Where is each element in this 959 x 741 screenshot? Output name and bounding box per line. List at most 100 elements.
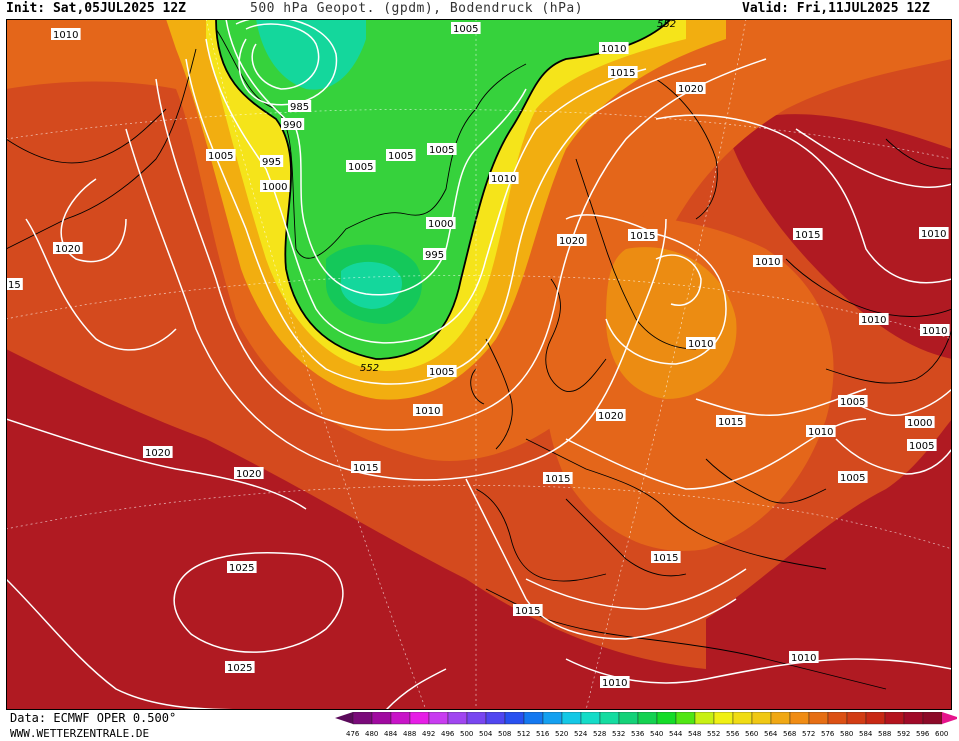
color-scale-box <box>618 712 639 725</box>
isobar-label-text: 1005 <box>453 24 478 35</box>
isobar-label-text: 1010 <box>808 427 833 438</box>
color-scale-tick: 504 <box>479 730 493 738</box>
isobar-label: 1010 <box>51 28 81 41</box>
isobar-label-text: 1000 <box>262 182 287 193</box>
isobar-label-text: 1020 <box>559 236 584 247</box>
isobar-label-text: 1020 <box>55 244 80 255</box>
isobar-label: 1010 <box>686 337 716 350</box>
isobar-label-text: 1015 <box>653 553 678 564</box>
color-scale-tick: 572 <box>802 730 815 738</box>
isobar-label-text: 1015 <box>545 474 570 485</box>
color-scale-tick: 592 <box>897 730 910 738</box>
isobar-label: 1005 <box>838 471 868 484</box>
isobar-label-text: 1005 <box>429 367 454 378</box>
color-scale-min-arrow <box>335 712 353 724</box>
color-scale-box <box>447 712 468 725</box>
color-scale-box <box>922 712 943 725</box>
color-scale-tick: 528 <box>593 730 606 738</box>
isobar-label: 985 <box>288 100 312 113</box>
isobar-label: 1025 <box>225 661 255 674</box>
isobar-label: 1000 <box>905 416 935 429</box>
isobar-label: 1000 <box>260 180 290 193</box>
color-scale-tick: 576 <box>821 730 835 738</box>
color-scale-tick: 540 <box>650 730 663 738</box>
isobar-label-text: 1020 <box>678 84 703 95</box>
field-deep-red-ne <box>726 114 952 359</box>
color-scale-box <box>561 712 582 725</box>
isobar-label-text: 1015 <box>515 606 540 617</box>
color-scale-tick: 488 <box>403 730 416 738</box>
isobar-label-text: 1025 <box>229 563 254 574</box>
field-teal-north <box>256 19 366 90</box>
isobar-label-text: 1005 <box>840 473 865 484</box>
isobar-label: 1020 <box>676 82 706 95</box>
isobar-label: 1020 <box>53 242 83 255</box>
isobar-label: 1010 <box>489 172 519 185</box>
weather-map: 1010 1005 985 990 995 1005 1005 1005 1005 1000 100… <box>6 19 952 710</box>
isobar-label: 1010 <box>599 42 629 55</box>
isobar-label-text: 995 <box>262 157 281 168</box>
isobar-label: 1015 <box>651 551 681 564</box>
isobar-label: 15 <box>6 278 23 291</box>
isobar-label-text: 1010 <box>602 678 627 689</box>
color-scale-tick: 560 <box>745 730 758 738</box>
isobar-label: 1020 <box>596 409 626 422</box>
color-scale-box <box>504 712 525 725</box>
color-scale-box <box>846 712 867 725</box>
isobar-label-text: 1015 <box>795 230 820 241</box>
color-scale-tick: 500 <box>460 730 473 738</box>
contour-552 <box>215 19 672 360</box>
isobar-label: 1010 <box>753 255 783 268</box>
isobar-label: 1015 <box>793 228 823 241</box>
color-scale-box <box>523 712 544 725</box>
data-source: Data: ECMWF OPER 0.500° <box>10 711 177 725</box>
color-scale-tick: 496 <box>441 730 455 738</box>
color-scale-tick: 556 <box>726 730 740 738</box>
color-scale-box <box>789 712 810 725</box>
isobar-label: 1010 <box>859 313 889 326</box>
isobar-label-text: 1010 <box>688 339 713 350</box>
color-scale-tick: 544 <box>669 730 683 738</box>
color-scale-box <box>485 712 506 725</box>
isobar-label-text: 1010 <box>601 44 626 55</box>
color-scale-box <box>903 712 924 725</box>
color-scale-box <box>637 712 658 725</box>
site-url: WWW.WETTERZENTRALE.DE <box>10 727 150 740</box>
color-scale-box <box>675 712 696 725</box>
color-scale-box <box>732 712 753 725</box>
color-scale-tick: 552 <box>707 730 720 738</box>
isobar-label-text: 1005 <box>348 162 373 173</box>
isobar-label: 1005 <box>838 395 868 408</box>
isobar-label: 1015 <box>608 66 638 79</box>
color-scale-box <box>580 712 601 725</box>
color-scale-boxes <box>335 712 957 725</box>
isobar-label: 1010 <box>919 227 949 240</box>
color-scale-box <box>884 712 905 725</box>
color-scale-box <box>409 712 430 725</box>
isobar-label: 1020 <box>557 234 587 247</box>
graticule <box>6 19 952 710</box>
isobar-label-text: 1005 <box>909 441 934 452</box>
color-scale: 476 480 484 488 492 496 500 504 508 512 516 520 524 5… <box>335 712 957 738</box>
color-scale-tick: 512 <box>517 730 530 738</box>
color-scale-box <box>694 712 715 725</box>
isobar-label-text: 1015 <box>610 68 635 79</box>
isobar-label: 1005 <box>907 439 937 452</box>
color-scale-box <box>865 712 886 725</box>
isobar-label-text: 1015 <box>718 417 743 428</box>
color-scale-tick: 480 <box>365 730 378 738</box>
map-title: 500 hPa Geopot. (gpdm), Bodendruck (hPa) <box>250 1 584 16</box>
isobar-label: 1015 <box>543 472 573 485</box>
map-frame <box>6 19 952 710</box>
isobar-label-text: 1010 <box>922 326 947 337</box>
color-scale-tick: 548 <box>688 730 701 738</box>
isobar-label-text: 1010 <box>861 315 886 326</box>
color-scale-tick: 584 <box>859 730 873 738</box>
isobar-label: 1010 <box>413 404 443 417</box>
color-scale-box <box>713 712 734 725</box>
isobar-label: 1000 <box>426 217 456 230</box>
valid-time: Valid: Fri,11JUL2025 12Z <box>742 1 930 16</box>
color-scale-box <box>827 712 848 725</box>
color-scale-ticks: 476 480 484 488 492 496 500 504 508 512 516 520 524 5… <box>346 730 948 738</box>
color-scale-tick: 600 <box>935 730 948 738</box>
